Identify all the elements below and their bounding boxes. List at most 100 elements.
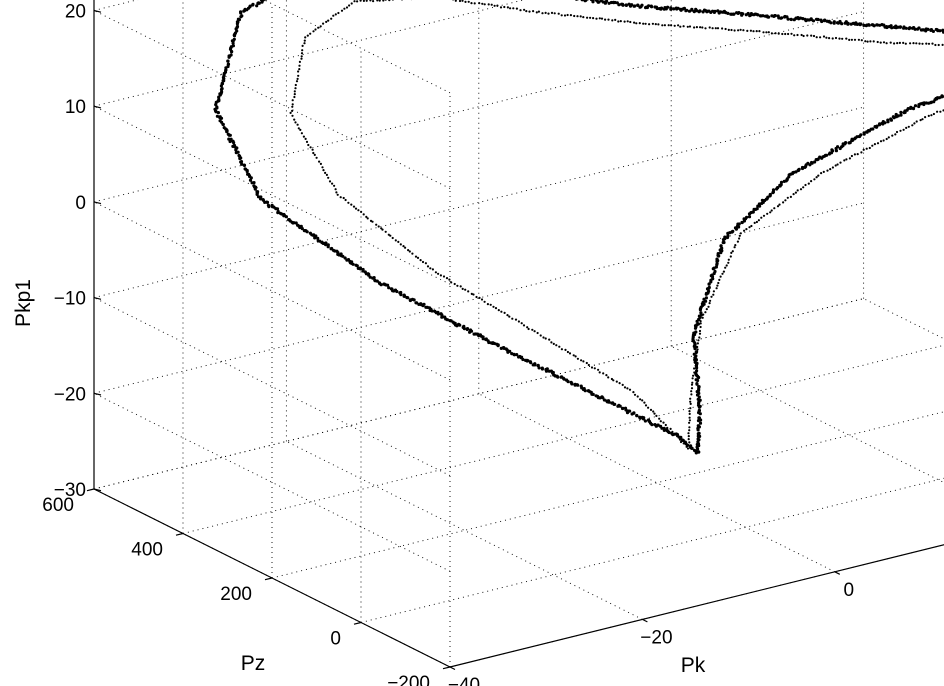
grid-line (182, 344, 944, 534)
data-point (825, 36, 828, 39)
data-point (823, 153, 828, 157)
data-point (794, 170, 798, 174)
data-point (864, 24, 868, 28)
data-point (319, 162, 322, 165)
data-point (831, 149, 835, 153)
data-point (592, 17, 595, 20)
data-point (216, 111, 220, 115)
data-point (904, 42, 907, 45)
data-point (699, 322, 702, 325)
data-point (667, 430, 671, 435)
data-point (793, 34, 796, 37)
data-point (300, 132, 303, 135)
axis-box (86, 0, 944, 671)
data-point (654, 23, 657, 26)
data-point (576, 357, 580, 360)
data-point (763, 14, 768, 18)
data-point (760, 198, 765, 202)
data-point (692, 10, 696, 14)
data-point (695, 382, 699, 386)
data-point (826, 169, 829, 172)
data-point (688, 25, 692, 28)
data-point (941, 43, 944, 47)
data-point (604, 18, 607, 21)
data-point (727, 261, 730, 264)
data-point (855, 135, 859, 139)
data-point (677, 24, 680, 27)
data-point (693, 361, 697, 364)
data-point (715, 257, 719, 261)
data-point (930, 114, 933, 117)
data-point (284, 215, 288, 219)
data-point (358, 267, 362, 271)
data-point (526, 326, 529, 329)
data-point (697, 339, 700, 342)
data-point (737, 29, 740, 32)
data-point (676, 435, 679, 438)
data-point (245, 169, 249, 174)
data-point (305, 140, 309, 143)
y-tick-label: 400 (131, 540, 163, 561)
data-point (778, 203, 781, 206)
data-point (404, 246, 407, 249)
data-point (916, 27, 920, 31)
data-point (825, 19, 829, 23)
data-point (300, 57, 303, 60)
data-point (600, 17, 604, 20)
data-point (464, 0, 467, 3)
data-point (327, 176, 330, 179)
data-point (831, 166, 835, 169)
data-point (306, 34, 309, 37)
data-point (486, 303, 489, 306)
data-point (689, 400, 692, 403)
data-point (436, 312, 440, 316)
data-point (817, 174, 820, 177)
data-point (658, 417, 661, 420)
data-point (899, 110, 903, 114)
y-tick-mark (442, 666, 451, 670)
data-point (539, 334, 542, 337)
data-point (767, 31, 770, 34)
data-point (214, 109, 218, 113)
data-point (697, 416, 701, 420)
data-point (770, 14, 774, 18)
data-point (300, 55, 303, 58)
data-point (481, 2, 484, 5)
data-point (621, 383, 624, 386)
data-point (934, 43, 937, 47)
data-point (221, 122, 225, 126)
data-point (721, 27, 724, 30)
data-point (885, 42, 888, 45)
data-point (521, 357, 525, 362)
z-tick-mark (93, 201, 102, 205)
data-point (617, 20, 620, 23)
data-point (256, 195, 261, 199)
data-point (324, 171, 327, 174)
data-point (661, 24, 664, 27)
data-point (355, 264, 359, 268)
data-point (687, 432, 690, 435)
data-point (242, 163, 246, 167)
data-point (576, 15, 579, 18)
data-point (695, 369, 699, 373)
data-point (875, 23, 879, 27)
data-point (570, 382, 574, 386)
data-point (450, 281, 453, 284)
data-point (736, 240, 740, 243)
data-point (690, 383, 694, 386)
data-point (531, 328, 534, 331)
data-point (259, 197, 263, 201)
data-point (786, 196, 789, 199)
data-point (481, 337, 485, 341)
data-point (688, 416, 691, 419)
data-point (729, 12, 733, 16)
data-point (333, 184, 336, 187)
data-point (536, 331, 539, 335)
data-point (871, 127, 875, 131)
data-point (698, 336, 701, 339)
data-point (711, 27, 714, 30)
data-point (354, 207, 358, 210)
data-point (293, 93, 296, 96)
data-point (362, 0, 365, 2)
data-point (533, 363, 537, 367)
